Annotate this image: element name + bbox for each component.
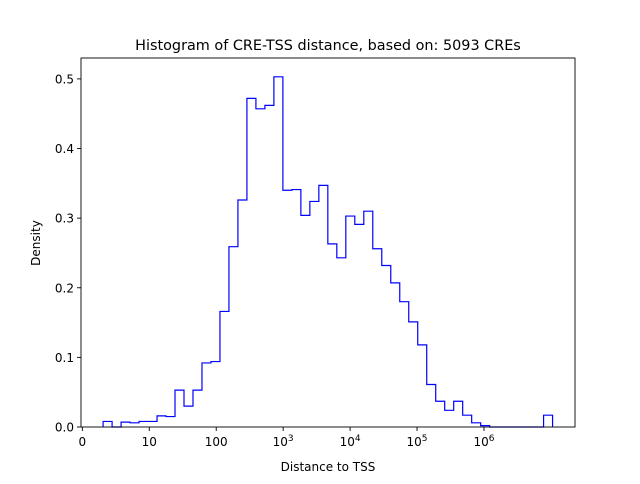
x-tick-label-exponent: 6 bbox=[489, 434, 495, 444]
x-tick-label-exponent: 5 bbox=[422, 434, 428, 444]
histogram-bin bbox=[193, 390, 202, 427]
y-tick-label: 0.1 bbox=[55, 351, 74, 365]
histogram-bin bbox=[355, 224, 364, 427]
y-tick-label: 0.4 bbox=[55, 142, 74, 156]
histogram-bin bbox=[220, 311, 229, 427]
x-tick-label-exponent: 4 bbox=[355, 434, 361, 444]
histogram-bin bbox=[283, 190, 292, 427]
histogram-bin bbox=[310, 201, 319, 427]
histogram-bin bbox=[400, 302, 409, 427]
histogram-bin bbox=[292, 190, 301, 427]
x-axis-label: Distance to TSS bbox=[281, 460, 376, 474]
y-axis-ticks: 0.0 0.1 0.2 0.3 0.4 0.5 bbox=[55, 72, 81, 435]
x-tick-label: 104 bbox=[340, 434, 361, 449]
histogram-bin bbox=[445, 410, 454, 427]
histogram-bin bbox=[337, 258, 346, 427]
histogram-bin bbox=[382, 265, 391, 427]
x-tick-label-base: 10 bbox=[473, 435, 488, 449]
x-tick-label: 106 bbox=[473, 434, 494, 449]
histogram-bin bbox=[346, 216, 355, 427]
x-tick-label: 10 bbox=[142, 435, 157, 449]
x-tick-label-base: 0 bbox=[79, 435, 87, 449]
x-tick-label: 0 bbox=[79, 435, 87, 449]
histogram-bin bbox=[157, 416, 166, 427]
histogram-bin bbox=[301, 215, 310, 427]
histogram-bin bbox=[211, 362, 220, 427]
histogram-bin bbox=[139, 421, 148, 427]
histogram-bin bbox=[544, 415, 553, 427]
y-tick-label: 0.0 bbox=[55, 421, 74, 435]
x-tick-label-exponent: 3 bbox=[288, 434, 294, 444]
y-axis-label: Density bbox=[29, 220, 43, 266]
y-tick-label: 0.3 bbox=[55, 212, 74, 226]
x-tick-label-base: 10 bbox=[407, 435, 422, 449]
histogram-steps bbox=[102, 76, 554, 428]
x-tick-label: 100 bbox=[205, 435, 228, 449]
y-tick-label: 0.5 bbox=[55, 72, 74, 86]
histogram-bin bbox=[103, 421, 112, 427]
histogram-bin bbox=[427, 385, 436, 427]
histogram-bin bbox=[229, 247, 238, 427]
x-tick-label-base: 10 bbox=[273, 435, 288, 449]
chart-title: Histogram of CRE-TSS distance, based on:… bbox=[135, 38, 521, 54]
histogram-bin bbox=[319, 185, 328, 427]
histogram-bin bbox=[166, 417, 175, 427]
histogram-bin bbox=[409, 322, 418, 427]
histogram-bin bbox=[238, 200, 247, 427]
histogram-bin bbox=[202, 363, 211, 427]
x-tick-label-base: 10 bbox=[340, 435, 355, 449]
histogram-bin bbox=[121, 422, 130, 427]
histogram-bin bbox=[130, 423, 139, 427]
histogram-bin bbox=[391, 283, 400, 427]
histogram-bin bbox=[265, 105, 274, 427]
histogram-bin bbox=[328, 244, 337, 427]
histogram-bin bbox=[247, 98, 256, 427]
histogram-bin bbox=[274, 77, 283, 427]
histogram-bin bbox=[373, 249, 382, 427]
x-tick-label: 103 bbox=[273, 434, 294, 449]
histogram-bin bbox=[175, 390, 184, 427]
histogram-bin bbox=[463, 415, 472, 427]
x-axis-ticks: 0 10 100 103 104 105 106 bbox=[79, 427, 495, 449]
x-tick-label-base: 100 bbox=[205, 435, 228, 449]
histogram-bin bbox=[472, 423, 481, 427]
histogram-bin bbox=[364, 211, 373, 427]
histogram-bin bbox=[184, 406, 193, 427]
histogram-bin bbox=[148, 421, 157, 427]
y-tick-label: 0.2 bbox=[55, 281, 74, 295]
histogram-bin bbox=[256, 109, 265, 427]
x-tick-label-base: 10 bbox=[142, 435, 157, 449]
plot-frame bbox=[80, 57, 576, 428]
x-tick-label: 105 bbox=[407, 434, 428, 449]
histogram-bin bbox=[454, 401, 463, 427]
histogram-bin bbox=[418, 345, 427, 427]
histogram-bin bbox=[436, 401, 445, 427]
histogram-step-line bbox=[102, 76, 554, 428]
